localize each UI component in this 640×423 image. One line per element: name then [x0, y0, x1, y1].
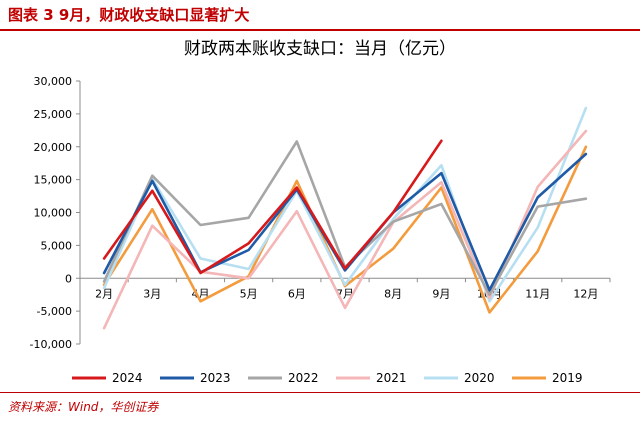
y-tick-label: 0 — [65, 272, 72, 285]
y-axis: -10,000 -5,000 0 5,000 10,000 15,000 20,000 25,… — [30, 75, 81, 351]
chart-title: 财政两本账收支缺口：当月（亿元） — [184, 39, 456, 59]
y-tick-label: 15,000 — [34, 174, 73, 187]
series-line-2020 — [102, 106, 588, 303]
line-chart: 财政两本账收支缺口：当月（亿元） -10,000 -5,000 0 5,000 10,0… — [30, 39, 611, 385]
y-tick-label: 20,000 — [34, 141, 73, 154]
x-tick-label: 3月 — [143, 287, 161, 300]
legend: 2024 2023 2022 2021 2020 2019 — [72, 371, 583, 385]
header-divider — [0, 29, 640, 31]
series-line-2024 — [102, 139, 443, 275]
y-tick-label: 25,000 — [34, 108, 73, 121]
series-layer — [102, 106, 588, 330]
y-tick-label: 30,000 — [34, 75, 73, 88]
x-tick-label: 9月 — [432, 287, 450, 300]
legend-label-2022: 2022 — [288, 371, 319, 385]
series-line-2019 — [102, 145, 588, 314]
legend-label-2020: 2020 — [464, 371, 495, 385]
x-tick-label: 2月 — [95, 287, 113, 300]
y-tick-label: -10,000 — [30, 338, 72, 351]
y-tick-label: 10,000 — [34, 207, 73, 220]
x-tick-label: 6月 — [288, 287, 306, 300]
figure-title: 图表 3 9月，财政收支缺口显著扩大 — [8, 6, 250, 24]
figure-source: 资料来源：Wind，华创证券 — [8, 400, 159, 414]
figure-header: 图表 3 9月，财政收支缺口显著扩大 — [0, 0, 640, 32]
series-line-2023 — [102, 152, 588, 292]
y-tick-label: -5,000 — [37, 305, 72, 318]
legend-label-2023: 2023 — [200, 371, 231, 385]
x-axis: 2月 3月 4月 5月 6月 7月 8月 9月 10月 11月 12月 — [80, 277, 611, 300]
x-tick-label: 8月 — [384, 287, 402, 300]
legend-label-2024: 2024 — [112, 371, 143, 385]
y-tick-label: 5,000 — [41, 239, 73, 252]
x-tick-label: 11月 — [525, 287, 550, 300]
legend-label-2021: 2021 — [376, 371, 407, 385]
x-tick-label: 12月 — [573, 287, 598, 300]
source-divider — [0, 392, 640, 393]
legend-label-2019: 2019 — [552, 371, 583, 385]
x-tick-label: 5月 — [240, 287, 258, 300]
